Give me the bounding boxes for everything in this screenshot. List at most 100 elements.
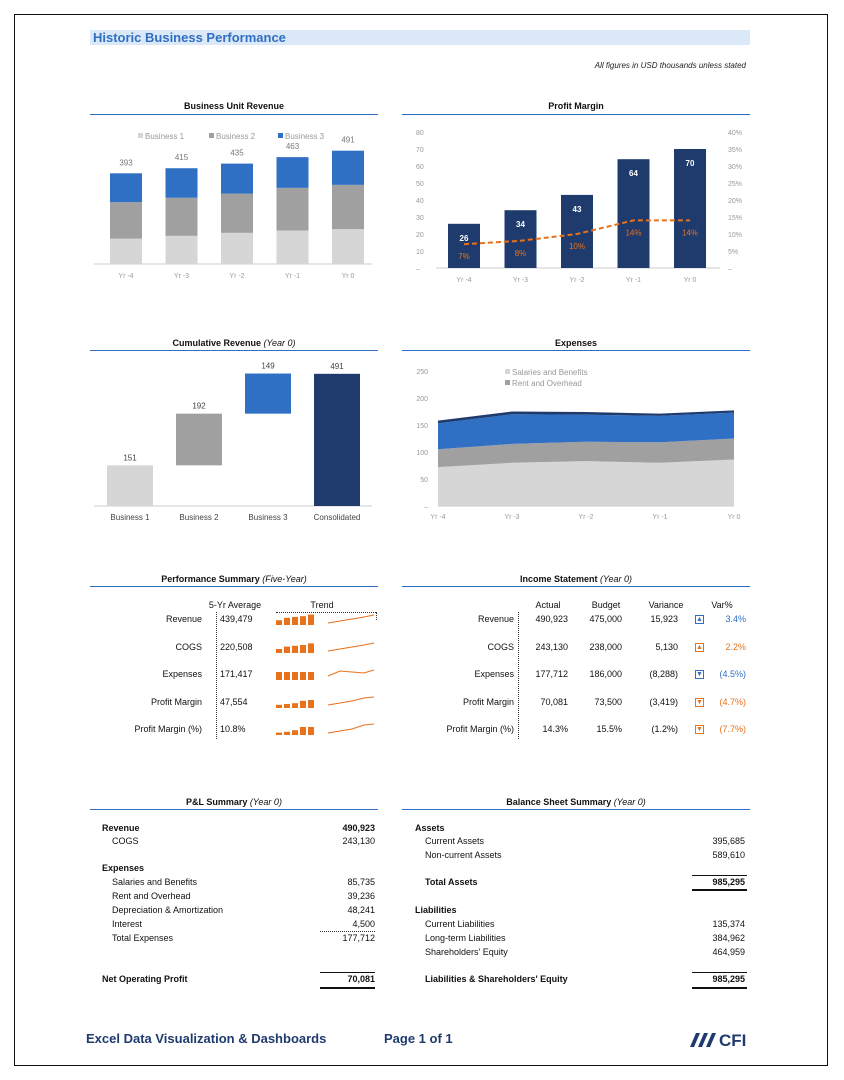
bs-total-le-value: 985,295 <box>712 974 745 984</box>
col-header-average: 5-Yr Average <box>208 600 262 610</box>
trend-sparkline <box>276 669 375 680</box>
subtotal-rule <box>320 931 375 932</box>
total-rule-bottom <box>692 987 747 989</box>
sparkline-bar <box>292 617 298 625</box>
pl-cogs-value: 243,130 <box>342 836 375 846</box>
sparkline-bar <box>284 672 290 680</box>
pl-net-profit-label: Net Operating Profit <box>102 974 188 984</box>
income-row-label: Expenses <box>474 669 514 679</box>
income-var-pct: 2.2% <box>725 641 746 652</box>
sparkline-bar <box>300 700 306 708</box>
x-tick-label: Yr -1 <box>652 514 667 521</box>
sparkline-bar <box>300 672 306 680</box>
sparkline-bar <box>292 645 298 653</box>
x-tick-label: Business 2 <box>179 513 219 522</box>
x-tick-label: Yr 0 <box>684 277 697 284</box>
bar-segment <box>221 193 253 233</box>
col-header: Var% <box>711 600 733 610</box>
x-tick-label: Yr -4 <box>118 273 133 280</box>
y-tick-label: 70 <box>416 147 424 154</box>
pl-revenue-value: 490,923 <box>342 823 375 833</box>
x-tick-label: Yr -2 <box>578 514 593 521</box>
sparkline-bar <box>308 614 314 625</box>
income-row-label: Revenue <box>477 614 514 624</box>
page-title: Historic Business Performance <box>93 30 286 45</box>
column-divider <box>518 612 519 739</box>
expense-area <box>438 412 734 450</box>
income-statement-title: Income Statement (Year 0) <box>519 574 633 584</box>
sparkline-bar <box>308 727 314 735</box>
profit-bar-label: 26 <box>460 234 469 243</box>
y-tick-label: 80 <box>416 130 424 137</box>
y2-tick-label: 40% <box>728 130 742 137</box>
pl-expense-item-label: Salaries and Benefits <box>112 877 198 887</box>
profit-margin-chart: 80 70 60 50 40 30 20 10 – 40% 35% 30% 25% 20% 15% 10% 5%… <box>416 130 742 284</box>
bar-segment <box>276 187 309 231</box>
income-budget: 238,000 <box>589 641 622 652</box>
y-tick-label: 200 <box>416 396 428 403</box>
perf-row-average: 10.8% <box>220 724 246 734</box>
income-actual: 490,923 <box>535 614 568 624</box>
pl-expenses-label: Expenses <box>102 863 145 873</box>
bar-segment <box>110 173 142 203</box>
bs-equity-label: Shareholders' Equity <box>425 947 508 957</box>
income-budget: 186,000 <box>589 669 622 679</box>
income-actual: 243,130 <box>535 641 568 652</box>
perf-row-average: 439,479 <box>220 614 253 624</box>
sparkline-bar <box>284 646 290 653</box>
bar-segment <box>110 202 142 239</box>
section-rule <box>90 114 378 115</box>
bs-longterm-liabilities-label: Long-term Liabilities <box>425 933 506 943</box>
y2-tick-label: 20% <box>728 198 742 205</box>
y2-tick-label: 35% <box>728 147 742 154</box>
bar-segment <box>165 197 198 236</box>
x-tick-label: Yr -4 <box>456 277 471 284</box>
bs-equity-value: 464,959 <box>712 947 745 957</box>
bar-segment <box>332 229 364 264</box>
bs-current-assets-label: Current Assets <box>425 836 485 846</box>
waterfall-bar <box>314 373 360 506</box>
x-tick-label: Yr -3 <box>513 277 528 284</box>
y-tick-label: 20 <box>416 232 424 239</box>
income-variance: (1.2%) <box>651 724 678 734</box>
legend-swatch <box>505 369 510 374</box>
y-tick-label: – <box>424 504 428 511</box>
sparkline-bar <box>308 642 314 653</box>
bar-segment <box>221 232 253 264</box>
footer-course-title: Excel Data Visualization & Dashboards <box>86 1031 327 1046</box>
sparkline-bar <box>300 616 306 625</box>
profit-bar <box>617 159 650 268</box>
col-header: Actual <box>535 600 561 610</box>
bs-total-le-label: Liabilities & Shareholders' Equity <box>425 974 568 984</box>
sparkline-bar <box>292 702 298 708</box>
bs-current-liabilities-label: Current Liabilities <box>425 919 495 929</box>
pl-summary-title: P&L Summary (Year 0) <box>186 797 282 807</box>
y-tick-label: 50 <box>420 477 428 484</box>
x-tick-label: Yr -4 <box>430 514 445 521</box>
sparkline-bar <box>276 648 282 653</box>
x-tick-label: Yr 0 <box>728 514 741 521</box>
profit-bar-label: 34 <box>516 220 525 229</box>
legend-swatch <box>505 380 510 385</box>
section-rule <box>90 809 378 810</box>
y2-tick-label: 15% <box>728 215 742 222</box>
trend-sparkline <box>276 723 375 735</box>
y2-tick-label: – <box>728 266 732 273</box>
sparkline-bar <box>284 703 290 708</box>
x-tick-label: Yr -1 <box>285 273 300 280</box>
legend-label: Salaries and Benefits <box>512 368 588 377</box>
x-tick-label: Yr -1 <box>626 277 641 284</box>
col-header-trend: Trend <box>310 600 334 610</box>
waterfall-label: 149 <box>261 362 275 371</box>
y-tick-label: 150 <box>416 423 428 430</box>
bs-total-assets-value: 985,295 <box>712 877 745 887</box>
x-tick-label: Consolidated <box>314 513 361 522</box>
sparkline-bar <box>292 672 298 680</box>
bs-noncurrent-assets-label: Non-current Assets <box>425 850 502 860</box>
bar-segment <box>165 168 198 198</box>
y-tick-label: 40 <box>416 198 424 205</box>
sparkline-line <box>327 614 375 624</box>
y-tick-label: – <box>416 266 420 273</box>
legend-swatch <box>209 133 214 138</box>
waterfall-label: 192 <box>192 402 206 411</box>
